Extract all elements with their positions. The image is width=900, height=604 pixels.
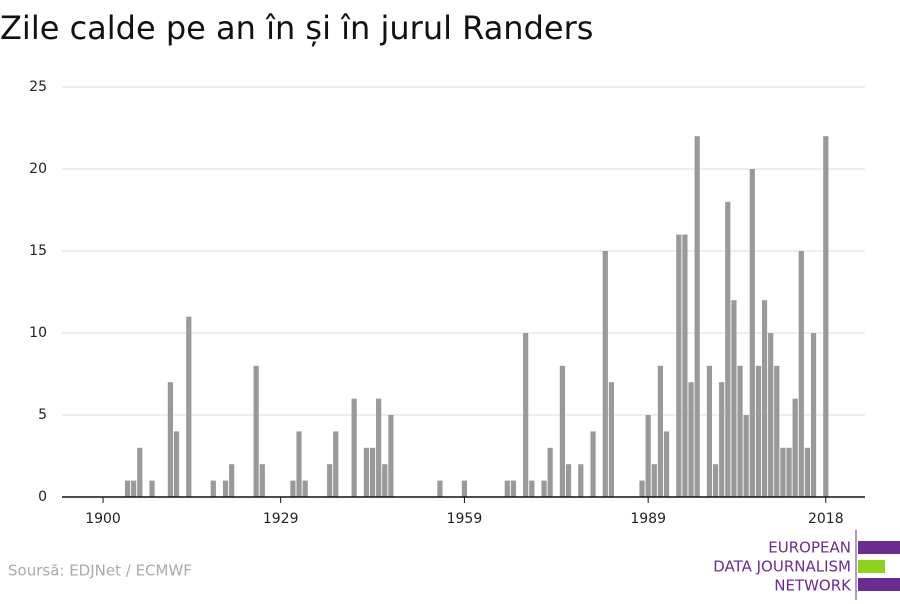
bar [712,464,719,497]
bar [437,480,443,497]
bar [780,447,786,497]
bar [229,464,235,497]
bar [578,464,584,497]
bar [651,464,657,497]
bar [222,480,229,497]
bar [768,333,774,497]
bar [676,234,682,497]
bar [376,398,382,497]
x-tick-label: 1989 [630,511,666,527]
bar [792,398,798,497]
logo-bar [858,560,885,573]
bar [602,251,608,497]
bar [253,365,259,497]
bar [124,480,131,497]
bar [786,447,792,497]
bar [725,201,731,498]
bar [657,365,664,497]
x-tick-label: 2018 [808,511,844,527]
bar [327,464,333,497]
bar [296,431,302,497]
logo-text: NETWORK [774,577,852,595]
bar [761,300,768,497]
bar [559,365,566,497]
bar [382,464,388,497]
bar [131,480,137,497]
y-tick-label: 0 [38,489,47,505]
bar [608,382,615,497]
bar [149,480,155,497]
chart-title: Zile calde pe an în și în jurul Randers [0,9,593,47]
bar [798,251,804,497]
bar [333,431,339,497]
bar [590,431,596,497]
bar [663,431,670,497]
bar [523,333,529,497]
bar [804,447,811,497]
bar [639,480,645,497]
logo-text: DATA JOURNALISM [713,558,851,576]
bar [774,365,780,497]
bar [290,480,296,497]
bar [351,398,357,497]
bar [731,300,737,497]
logo-bar [858,578,900,591]
bar [461,480,468,497]
bar [719,382,725,497]
bar [369,447,376,497]
y-tick-label: 20 [29,161,47,177]
bar [682,234,688,497]
bar [706,365,713,497]
bar [137,447,143,497]
bar [167,382,174,497]
bar [755,365,762,497]
bar [510,480,517,497]
bar [749,169,755,497]
bar [810,333,817,497]
bar [186,316,192,497]
bar [688,382,694,497]
y-tick-label: 25 [29,79,47,95]
bar [529,480,535,497]
bar [504,480,510,497]
logo-text: EUROPEAN [768,539,851,557]
bar [363,447,370,497]
bar [737,365,743,497]
x-tick-label: 1929 [263,511,299,527]
bar [259,464,265,497]
bar [645,415,651,497]
y-tick-label: 5 [38,407,47,423]
bar [210,480,216,497]
source: Soursă: EDJNet / ECMWF [8,562,192,580]
bar [694,136,700,497]
bar [565,464,572,497]
bar [173,431,180,497]
y-tick-label: 10 [29,325,47,341]
bar [388,415,394,497]
x-tick-label: 1900 [85,511,121,527]
y-tick-label: 15 [29,243,47,259]
bar [547,447,553,497]
logo-bar [858,541,900,554]
bar [743,415,749,497]
bar [823,136,829,497]
x-tick-label: 1959 [447,511,483,527]
bar [541,480,547,497]
bar [302,480,308,497]
